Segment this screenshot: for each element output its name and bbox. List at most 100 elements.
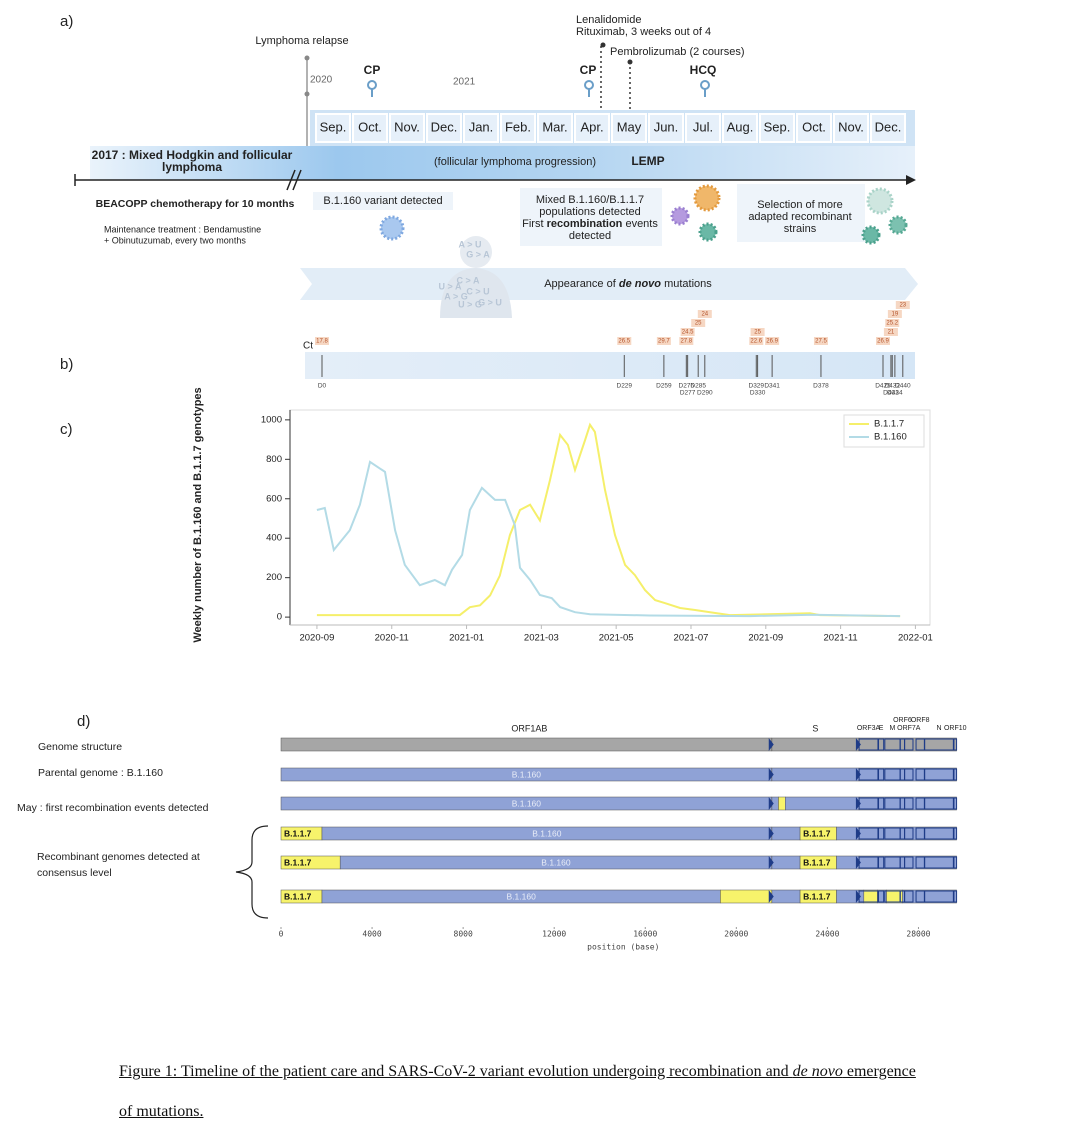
event-label: Lymphoma relapse	[255, 35, 348, 47]
ct-value: 24.5	[682, 330, 694, 336]
y-tick-label: 600	[266, 493, 282, 504]
gene-outline	[924, 797, 954, 810]
person-icon	[440, 268, 512, 318]
gene-outline	[904, 768, 914, 781]
ct-day: D285	[690, 383, 706, 390]
x-tick-label: 2021-03	[524, 633, 559, 644]
gene-outline	[858, 738, 879, 751]
gene-label: ORF10	[944, 725, 967, 732]
gene-outline	[858, 768, 879, 781]
month-cell	[315, 113, 351, 143]
y-tick-label: 800	[266, 454, 282, 465]
month-cell	[389, 113, 425, 143]
gene-outline	[904, 890, 914, 903]
note-part: recombination	[547, 218, 623, 230]
gene-outline	[953, 827, 958, 840]
substitution: A > G	[444, 291, 467, 301]
substitution: U > G	[458, 299, 482, 309]
ct-value: 25	[754, 330, 761, 336]
ct-box	[883, 328, 898, 336]
event-label: CP	[364, 63, 381, 77]
gene-outline	[878, 890, 885, 903]
junction-marker	[855, 768, 861, 781]
segment	[720, 889, 772, 904]
event-dot	[600, 42, 606, 48]
ct-value: 22.6	[750, 339, 762, 345]
junction-marker	[768, 738, 774, 751]
junction-marker	[855, 856, 861, 869]
caption-text: emergence of mutations.	[119, 1063, 916, 1120]
segment	[858, 826, 957, 841]
virus-icon	[861, 225, 881, 245]
gene-outline	[904, 797, 914, 810]
ct-label: Ct	[303, 341, 313, 352]
note: Selection of more	[757, 199, 843, 211]
month-label: Nov.	[838, 119, 864, 134]
main-band	[90, 146, 915, 180]
event-label: Lenalidomide	[576, 14, 641, 26]
junction-marker	[855, 890, 861, 903]
ct-day: D329	[749, 383, 765, 390]
axis-break	[286, 169, 302, 191]
gene-outline	[904, 738, 914, 751]
segment-label: B.1.1.7	[284, 828, 312, 838]
x-tick-label: 2020-11	[375, 633, 409, 644]
segment-label: B.1.160	[507, 891, 537, 901]
event-label: HCQ	[690, 63, 717, 77]
month-cell	[796, 113, 832, 143]
gene-label: ORF1AB	[511, 723, 547, 733]
segment-label: B.1.1.7	[284, 857, 312, 867]
ct-day: D229	[617, 383, 633, 390]
x-tick-label: 2020-09	[299, 633, 334, 644]
note-part: mutations	[661, 278, 712, 290]
ct-day: D440	[895, 383, 911, 390]
phase-label: (follicular lymphoma progression)	[434, 156, 596, 168]
legend-label: B.1.1.7	[874, 419, 904, 430]
month-cell	[537, 113, 573, 143]
month-label: Apr.	[580, 119, 603, 134]
ct-box	[895, 301, 910, 309]
event-label: CP	[580, 63, 597, 77]
ct-day: D259	[656, 383, 672, 390]
month-label: Jun.	[654, 119, 679, 134]
gene-outline	[924, 768, 954, 781]
ct-band	[305, 352, 915, 379]
treatment: BEACOPP chemotherapy for 10 months	[96, 198, 295, 210]
gene-outline	[858, 890, 879, 903]
gene-label: S	[812, 723, 818, 733]
substitution: A > U	[459, 239, 482, 249]
gene-outline	[904, 856, 914, 869]
genome-map: Genome structure Parental genome : B.1.1…	[17, 717, 967, 952]
ct-box	[679, 337, 694, 345]
month-label: Dec.	[875, 119, 902, 134]
note: First recombination events	[522, 218, 658, 230]
gene-outline	[858, 856, 879, 869]
event-label: Rituximab, 3 weeks out of 4	[576, 26, 711, 38]
x-tick-label: 12000	[542, 930, 566, 939]
segment	[771, 737, 860, 752]
y-tick-label: 200	[266, 572, 282, 583]
event-dot	[304, 55, 310, 61]
month-label: Jul.	[693, 119, 713, 134]
ct-box	[617, 337, 632, 345]
y-tick-label: 0	[277, 612, 282, 623]
month-label: May	[617, 119, 642, 134]
ct-values: 17.8 D0 26.5 D229 29.7 D259 27.8 D276 24.5 D277 25…	[315, 301, 911, 397]
ct-day: D276	[679, 383, 695, 390]
note: Mixed B.1.160/B.1.1.7	[536, 194, 644, 206]
event-pin	[367, 80, 377, 90]
panel-label: a)	[60, 13, 73, 30]
phase-label: LEMP	[631, 154, 664, 168]
gene-outline	[924, 738, 954, 751]
year-label: 2020	[310, 75, 333, 86]
month-label: Oct.	[358, 119, 382, 134]
ct-value: 26.5	[618, 339, 630, 345]
virus-icon	[670, 206, 690, 226]
substitution: G > A	[466, 249, 490, 259]
month-label: Jan.	[469, 119, 494, 134]
row-label: consensus level	[37, 867, 112, 879]
month-cell	[500, 113, 536, 143]
note: strains	[784, 223, 817, 235]
segment	[785, 796, 860, 811]
note-part: events	[622, 218, 658, 230]
